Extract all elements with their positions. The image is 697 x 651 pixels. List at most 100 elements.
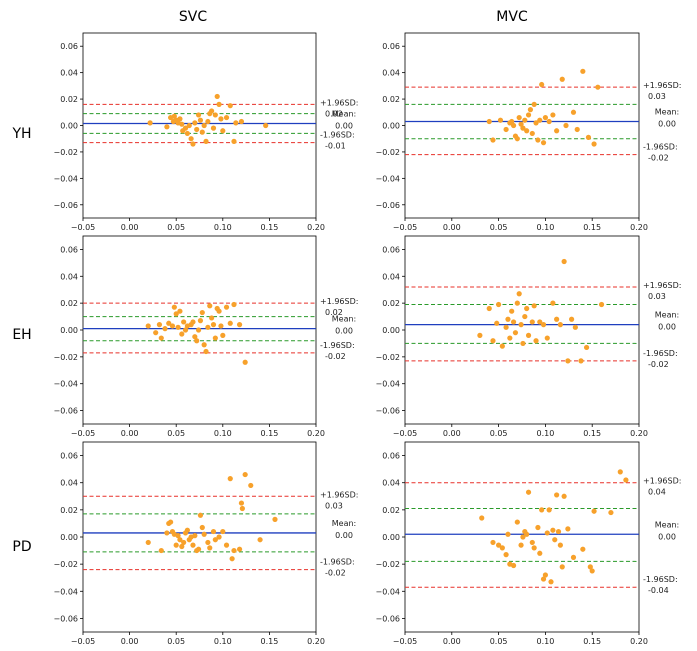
data-point bbox=[216, 534, 222, 540]
x-tick-label: −0.05 bbox=[71, 429, 96, 438]
data-point bbox=[210, 125, 217, 131]
data-point bbox=[227, 476, 233, 482]
axes-frame bbox=[404, 235, 640, 425]
row-label-pd: PD bbox=[12, 539, 31, 555]
data-point bbox=[563, 122, 569, 129]
data-point bbox=[168, 519, 174, 525]
x-tick-label: −0.05 bbox=[393, 637, 418, 646]
y-tick-label: −0.02 bbox=[375, 353, 400, 362]
y-tick-label: 0.02 bbox=[60, 299, 78, 308]
x-tick-label: 0.00 bbox=[121, 223, 139, 232]
y-tick-label: −0.02 bbox=[53, 148, 78, 157]
lower-limit-annotation: -0.02 bbox=[648, 360, 669, 369]
data-point bbox=[516, 114, 522, 121]
lower-limit-annotation: -1.96SD: bbox=[320, 131, 355, 140]
data-point bbox=[212, 112, 218, 118]
x-tick-label: 0.15 bbox=[260, 637, 278, 646]
y-tick-label: 0.06 bbox=[382, 42, 400, 51]
upper-limit-annotation: 0.03 bbox=[648, 92, 666, 101]
data-point bbox=[203, 348, 209, 355]
panel-yh-mvc: −0.05 0.00 0.05 0.10 0.15 0.20 −0.06 −0.04 −0.02… bbox=[375, 32, 681, 232]
mean-annotation: Mean: bbox=[655, 108, 680, 117]
data-point bbox=[525, 332, 532, 338]
data-point bbox=[540, 140, 547, 146]
data-point bbox=[239, 505, 245, 512]
data-point bbox=[550, 112, 556, 118]
data-point bbox=[554, 128, 560, 134]
data-point bbox=[272, 516, 278, 522]
data-point bbox=[192, 334, 198, 340]
data-point bbox=[181, 319, 187, 325]
data-point bbox=[542, 572, 549, 578]
data-point bbox=[156, 322, 163, 328]
lower-limit-annotation: -0.02 bbox=[325, 569, 346, 578]
data-point bbox=[192, 120, 198, 126]
mean-annotation: 0.00 bbox=[335, 327, 353, 336]
data-point bbox=[503, 324, 509, 330]
data-point bbox=[201, 342, 207, 348]
data-point bbox=[537, 550, 543, 556]
lower-limit-annotation: -0.04 bbox=[648, 586, 669, 595]
data-point bbox=[486, 118, 492, 125]
axes-frame bbox=[82, 32, 317, 219]
mean-annotation: 0.00 bbox=[335, 531, 353, 540]
x-tick-label: −0.05 bbox=[71, 223, 96, 232]
upper-limit-annotation: +1.96SD: bbox=[320, 297, 358, 306]
data-point bbox=[535, 524, 541, 531]
lower-limit-annotation: -1.96SD: bbox=[643, 349, 678, 358]
x-tick-label: 0.05 bbox=[490, 223, 508, 232]
data-point bbox=[177, 116, 183, 122]
upper-limit-annotation: +1.96SD: bbox=[643, 81, 681, 90]
data-point bbox=[195, 112, 202, 118]
y-tick-label: 0.04 bbox=[60, 479, 78, 488]
data-point bbox=[591, 508, 597, 514]
mean-annotation: 0.00 bbox=[658, 532, 676, 541]
data-point bbox=[194, 338, 200, 344]
data-point bbox=[263, 122, 269, 129]
column-title-mvc: MVC bbox=[496, 9, 528, 25]
data-point bbox=[550, 527, 556, 533]
y-tick-label: 0.04 bbox=[60, 69, 78, 78]
lower-limit-annotation: -1.96SD: bbox=[643, 575, 678, 584]
data-point bbox=[559, 76, 565, 82]
row-label-eh: EH bbox=[12, 327, 31, 343]
y-tick-label: 0.00 bbox=[60, 326, 78, 335]
upper-limit-annotation: 0.02 bbox=[325, 109, 343, 118]
data-point bbox=[554, 316, 560, 322]
data-point bbox=[212, 335, 218, 341]
data-point bbox=[197, 318, 204, 324]
data-point bbox=[171, 113, 177, 119]
data-point bbox=[509, 308, 515, 314]
data-point bbox=[497, 117, 504, 123]
panel-pd-svc: −0.05 0.00 0.05 0.10 0.15 0.20 −0.06 −0.04 −0.02… bbox=[53, 441, 358, 646]
data-point bbox=[490, 539, 496, 546]
data-point bbox=[537, 117, 543, 123]
data-point bbox=[583, 344, 590, 351]
data-point bbox=[548, 579, 554, 585]
data-point bbox=[145, 539, 151, 546]
data-point bbox=[229, 556, 235, 562]
x-tick-label: 0.10 bbox=[536, 223, 554, 232]
mean-annotation: 0.00 bbox=[658, 120, 676, 129]
data-point bbox=[503, 126, 509, 133]
lower-limit-annotation: -0.01 bbox=[325, 142, 346, 151]
data-point bbox=[608, 509, 614, 516]
x-tick-label: 0.10 bbox=[214, 429, 232, 438]
data-point bbox=[540, 322, 547, 328]
data-point bbox=[496, 542, 502, 548]
data-point bbox=[216, 308, 222, 314]
y-tick-label: −0.06 bbox=[53, 201, 78, 210]
x-tick-label: 0.20 bbox=[307, 223, 325, 232]
data-point bbox=[531, 303, 537, 309]
data-point bbox=[490, 137, 496, 143]
y-tick-label: −0.02 bbox=[375, 560, 400, 569]
data-point bbox=[209, 315, 215, 321]
y-tick-label: 0.04 bbox=[382, 69, 400, 78]
mean-annotation: Mean: bbox=[332, 519, 357, 528]
y-tick-label: −0.02 bbox=[53, 560, 78, 569]
data-point bbox=[179, 543, 185, 550]
data-point bbox=[164, 530, 170, 536]
x-tick-label: 0.00 bbox=[443, 223, 461, 232]
upper-limit-annotation: +1.96SD: bbox=[643, 477, 681, 486]
